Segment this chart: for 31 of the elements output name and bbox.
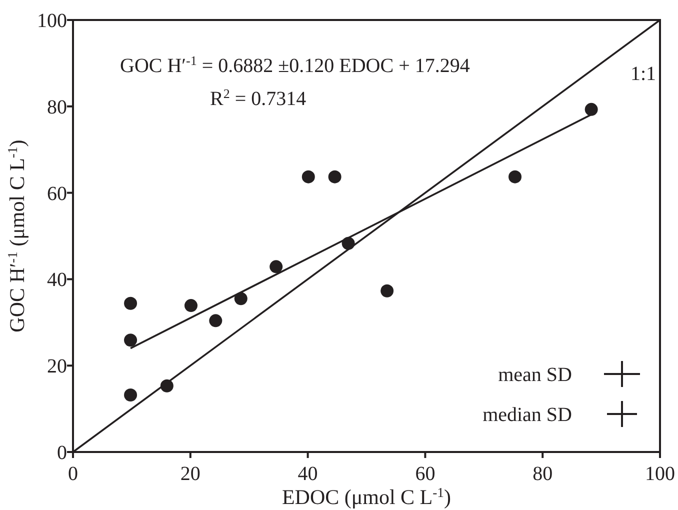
x-axis-title: EDOC (μmol C L$^{-1}$)	[282, 484, 452, 509]
point	[380, 284, 394, 298]
point	[124, 296, 138, 310]
annotation: GOC H′$^{-1}$ = 0.6882 ±0.120 EDOC + 17.294	[120, 52, 470, 77]
y-tick-label: 60	[47, 182, 67, 205]
point	[234, 292, 248, 306]
point	[584, 102, 598, 116]
y-tick-label: 0	[57, 442, 67, 464]
point	[342, 236, 355, 250]
x-tick-label: 40	[298, 463, 318, 485]
point	[270, 260, 283, 274]
annotation: mean SD	[498, 364, 572, 386]
point	[209, 314, 222, 328]
x-tick-label: 60	[415, 463, 436, 485]
x-tick-label: 80	[532, 463, 553, 485]
y-tick-label: 40	[47, 269, 67, 292]
annotation: median SD	[482, 404, 572, 426]
y-tick-label: 100	[37, 10, 67, 32]
point	[328, 170, 342, 184]
point	[184, 299, 198, 312]
point	[124, 334, 138, 347]
annotation: R$^{2}$ = 0.7314	[210, 86, 306, 110]
annotation: 1:1	[630, 63, 656, 85]
point	[302, 170, 315, 184]
x-tick-label: 100	[645, 463, 675, 485]
point	[508, 170, 522, 184]
point	[124, 388, 138, 402]
x-tick-label: 20	[180, 463, 200, 485]
y-tick-label: 20	[47, 356, 67, 378]
y-tick-label: 80	[47, 96, 67, 118]
point	[160, 379, 174, 392]
